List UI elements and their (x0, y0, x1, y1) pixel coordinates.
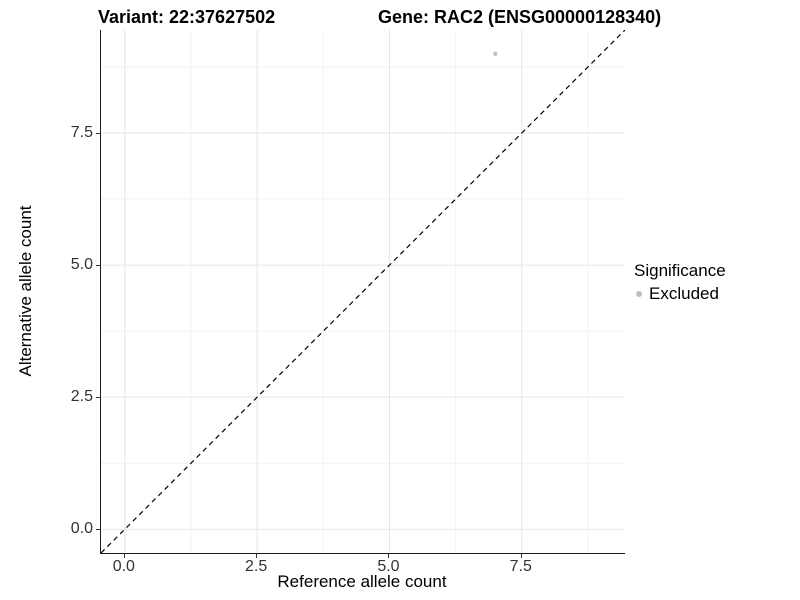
y-tick-label: 5.0 (70, 256, 93, 274)
y-tick-mark (96, 529, 100, 531)
data-point (493, 51, 498, 56)
legend-title: Significance (634, 261, 726, 280)
variant-title: Variant: 22:37627502 (98, 7, 276, 27)
legend-item-excluded: Excluded (634, 284, 726, 304)
x-tick-mark (388, 554, 390, 558)
x-tick-label: 7.5 (509, 558, 532, 575)
x-tick-mark (256, 554, 258, 558)
identity-line (101, 30, 625, 553)
gene-title: Gene: RAC2 (ENSG00000128340) (378, 7, 662, 27)
plot-area (101, 30, 625, 553)
y-tick-label: 7.5 (70, 124, 93, 141)
plot-panel (100, 30, 625, 554)
x-tick-label: 2.5 (245, 558, 268, 575)
y-tick-label: 2.5 (70, 388, 93, 406)
y-tick-mark (96, 133, 100, 134)
legend-item-label: Excluded (649, 284, 719, 303)
x-axis-label: Reference allele count (277, 572, 447, 591)
x-tick-mark (123, 554, 125, 558)
y-tick-mark (96, 397, 100, 399)
legend: Significance Excluded (634, 261, 726, 304)
legend-dot-icon (636, 291, 642, 297)
y-tick-mark (96, 265, 100, 267)
y-axis-label: Alternative allele count (16, 205, 35, 377)
x-tick-mark (520, 554, 522, 558)
y-tick-label: 0.0 (70, 520, 93, 538)
x-tick-label: 5.0 (377, 558, 400, 575)
x-tick-label: 0.0 (112, 558, 135, 575)
